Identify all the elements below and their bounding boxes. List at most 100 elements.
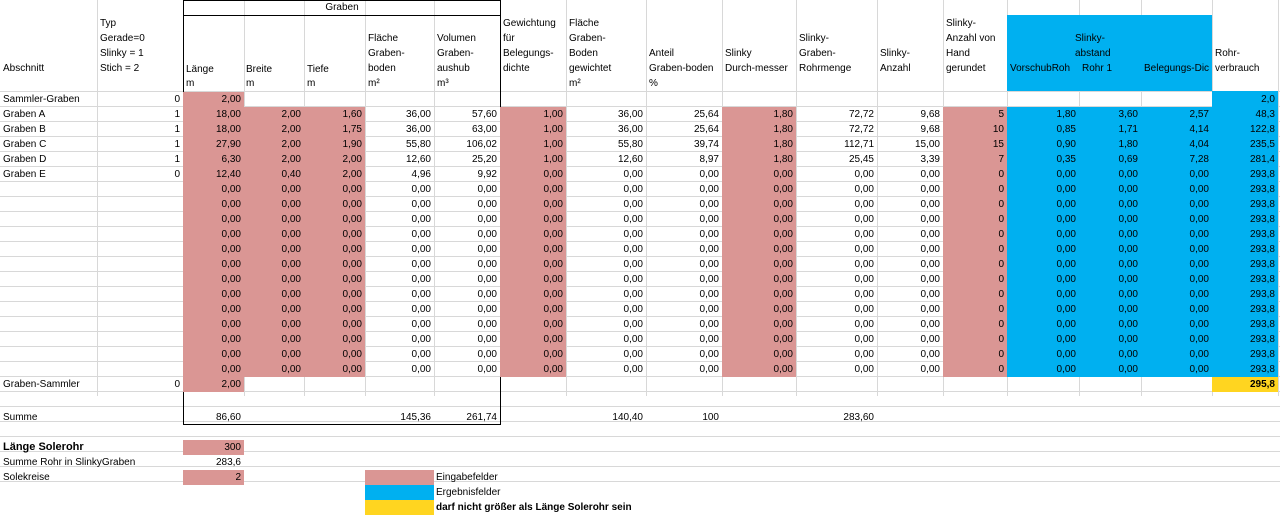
- cell-breite[interactable]: 0,00: [244, 242, 304, 257]
- cell-laenge[interactable]: 0,00: [183, 227, 244, 242]
- cell-gewichtung[interactable]: 1,00: [500, 122, 566, 137]
- cell-tiefe[interactable]: 0,00: [304, 362, 365, 377]
- cell-gewichtung[interactable]: 0,00: [500, 227, 566, 242]
- cell-laenge[interactable]: 0,00: [183, 347, 244, 362]
- cell-laenge[interactable]: 2,00: [183, 92, 244, 107]
- cell-slinky-durchmesser[interactable]: 0,00: [722, 182, 796, 197]
- cell-breite[interactable]: 0,00: [244, 317, 304, 332]
- cell-tiefe[interactable]: 0,00: [304, 182, 365, 197]
- cell-breite[interactable]: 0,00: [244, 182, 304, 197]
- cell-laenge[interactable]: 12,40: [183, 167, 244, 182]
- cell-tiefe[interactable]: 2,00: [304, 152, 365, 167]
- cell-slinky-durchmesser[interactable]: 0,00: [722, 317, 796, 332]
- cell-gewichtung[interactable]: 0,00: [500, 167, 566, 182]
- cell-tiefe[interactable]: 0,00: [304, 272, 365, 287]
- cell-tiefe[interactable]: 0,00: [304, 257, 365, 272]
- cell-anzahl-hand[interactable]: 0: [943, 347, 1007, 362]
- cell-gewichtung[interactable]: 0,00: [500, 182, 566, 197]
- cell-anzahl-hand[interactable]: 0: [943, 257, 1007, 272]
- cell-gewichtung[interactable]: 1,00: [500, 137, 566, 152]
- cell-anzahl-hand[interactable]: 0: [943, 227, 1007, 242]
- cell-anzahl-hand[interactable]: 0: [943, 242, 1007, 257]
- cell-slinky-durchmesser[interactable]: 0,00: [722, 227, 796, 242]
- cell-slinky-durchmesser[interactable]: 1,80: [722, 107, 796, 122]
- cell-anzahl-hand[interactable]: 0: [943, 332, 1007, 347]
- cell-breite[interactable]: 0,40: [244, 167, 304, 182]
- cell-anzahl-hand[interactable]: 10: [943, 122, 1007, 137]
- cell-tiefe[interactable]: 0,00: [304, 302, 365, 317]
- cell-breite[interactable]: 0,00: [244, 302, 304, 317]
- cell-breite[interactable]: 2,00: [244, 122, 304, 137]
- cell-breite[interactable]: 0,00: [244, 212, 304, 227]
- cell-laenge[interactable]: 0,00: [183, 332, 244, 347]
- cell-laenge[interactable]: 0,00: [183, 317, 244, 332]
- solekreise-input[interactable]: 2: [183, 470, 244, 485]
- cell-laenge[interactable]: 18,00: [183, 107, 244, 122]
- cell-gewichtung[interactable]: 0,00: [500, 242, 566, 257]
- cell-laenge[interactable]: 0,00: [183, 182, 244, 197]
- cell-slinky-durchmesser[interactable]: 1,80: [722, 152, 796, 167]
- cell-tiefe[interactable]: 0,00: [304, 317, 365, 332]
- cell-tiefe[interactable]: 0,00: [304, 242, 365, 257]
- cell-tiefe[interactable]: 0,00: [304, 287, 365, 302]
- cell-anzahl-hand[interactable]: 0: [943, 167, 1007, 182]
- cell-tiefe[interactable]: 0,00: [304, 197, 365, 212]
- cell-anzahl-hand[interactable]: 7: [943, 152, 1007, 167]
- cell-anzahl-hand[interactable]: 0: [943, 302, 1007, 317]
- cell-tiefe[interactable]: 2,00: [304, 167, 365, 182]
- cell-breite[interactable]: 0,00: [244, 347, 304, 362]
- cell-breite[interactable]: 2,00: [244, 107, 304, 122]
- cell-gewichtung[interactable]: 0,00: [500, 347, 566, 362]
- cell-slinky-durchmesser[interactable]: 0,00: [722, 167, 796, 182]
- cell-laenge[interactable]: 0,00: [183, 302, 244, 317]
- cell-gewichtung[interactable]: 0,00: [500, 272, 566, 287]
- cell-anzahl-hand[interactable]: 0: [943, 272, 1007, 287]
- cell-gewichtung[interactable]: 0,00: [500, 332, 566, 347]
- cell-gewichtung[interactable]: 1,00: [500, 107, 566, 122]
- cell-slinky-durchmesser[interactable]: 0,00: [722, 302, 796, 317]
- cell-gewichtung[interactable]: 0,00: [500, 317, 566, 332]
- cell-slinky-durchmesser[interactable]: 0,00: [722, 287, 796, 302]
- cell-laenge[interactable]: 6,30: [183, 152, 244, 167]
- cell-gewichtung[interactable]: 0,00: [500, 287, 566, 302]
- cell-gewichtung[interactable]: 0,00: [500, 302, 566, 317]
- cell-laenge[interactable]: 2,00: [183, 377, 244, 392]
- cell-breite[interactable]: 2,00: [244, 152, 304, 167]
- cell-anzahl-hand[interactable]: 0: [943, 362, 1007, 377]
- cell-tiefe[interactable]: 0,00: [304, 227, 365, 242]
- cell-laenge[interactable]: 0,00: [183, 242, 244, 257]
- cell-slinky-durchmesser[interactable]: 0,00: [722, 362, 796, 377]
- cell-breite[interactable]: 0,00: [244, 257, 304, 272]
- cell-breite[interactable]: 0,00: [244, 362, 304, 377]
- cell-anzahl-hand[interactable]: 0: [943, 287, 1007, 302]
- cell-anzahl-hand[interactable]: 0: [943, 197, 1007, 212]
- cell-slinky-durchmesser[interactable]: 0,00: [722, 257, 796, 272]
- cell-anzahl-hand[interactable]: 0: [943, 182, 1007, 197]
- cell-laenge[interactable]: 0,00: [183, 197, 244, 212]
- cell-laenge[interactable]: 0,00: [183, 287, 244, 302]
- cell-laenge[interactable]: 0,00: [183, 212, 244, 227]
- cell-breite[interactable]: 0,00: [244, 197, 304, 212]
- cell-tiefe[interactable]: 1,90: [304, 137, 365, 152]
- cell-anzahl-hand[interactable]: 0: [943, 212, 1007, 227]
- cell-gewichtung[interactable]: 0,00: [500, 212, 566, 227]
- cell-anzahl-hand[interactable]: 15: [943, 137, 1007, 152]
- cell-slinky-durchmesser[interactable]: 0,00: [722, 197, 796, 212]
- laenge-solerohr-input[interactable]: 300: [183, 440, 244, 455]
- cell-tiefe[interactable]: 0,00: [304, 332, 365, 347]
- cell-anzahl-hand[interactable]: 5: [943, 107, 1007, 122]
- cell-tiefe[interactable]: 0,00: [304, 212, 365, 227]
- cell-laenge[interactable]: 0,00: [183, 362, 244, 377]
- cell-breite[interactable]: 0,00: [244, 272, 304, 287]
- cell-slinky-durchmesser[interactable]: 1,80: [722, 122, 796, 137]
- cell-anzahl-hand[interactable]: 0: [943, 317, 1007, 332]
- cell-laenge[interactable]: 0,00: [183, 257, 244, 272]
- cell-breite[interactable]: 0,00: [244, 287, 304, 302]
- cell-gewichtung[interactable]: 0,00: [500, 362, 566, 377]
- cell-slinky-durchmesser[interactable]: 0,00: [722, 242, 796, 257]
- cell-tiefe[interactable]: 1,75: [304, 122, 365, 137]
- cell-breite[interactable]: 0,00: [244, 332, 304, 347]
- cell-breite[interactable]: 0,00: [244, 227, 304, 242]
- cell-gewichtung[interactable]: 0,00: [500, 197, 566, 212]
- cell-slinky-durchmesser[interactable]: 0,00: [722, 347, 796, 362]
